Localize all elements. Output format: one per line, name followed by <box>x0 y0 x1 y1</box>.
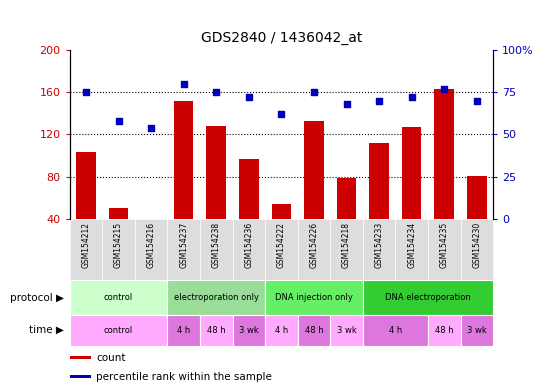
Bar <box>369 143 389 219</box>
Bar <box>297 315 330 346</box>
Text: GSM154230: GSM154230 <box>472 222 481 268</box>
Text: GSM154237: GSM154237 <box>179 222 188 268</box>
Bar <box>304 121 324 219</box>
Bar <box>135 219 167 280</box>
Text: GSM154236: GSM154236 <box>244 222 254 268</box>
Point <box>244 94 253 100</box>
Text: 3 wk: 3 wk <box>467 326 487 335</box>
Bar <box>102 219 135 280</box>
Text: 48 h: 48 h <box>435 326 453 335</box>
Text: GSM154234: GSM154234 <box>407 222 416 268</box>
Bar <box>233 219 265 280</box>
Text: GSM154212: GSM154212 <box>81 222 91 268</box>
Bar <box>70 219 102 280</box>
Bar <box>460 219 493 280</box>
Text: GSM154235: GSM154235 <box>440 222 449 268</box>
Text: GSM154218: GSM154218 <box>342 222 351 268</box>
Bar <box>76 152 96 219</box>
Text: 48 h: 48 h <box>304 326 323 335</box>
Bar <box>330 219 363 280</box>
Text: GSM154216: GSM154216 <box>147 222 155 268</box>
Point <box>440 86 449 92</box>
Bar <box>297 219 330 280</box>
Bar <box>265 280 363 315</box>
Bar <box>467 175 487 219</box>
Point <box>147 124 155 131</box>
Point <box>407 94 416 100</box>
Text: 4 h: 4 h <box>177 326 190 335</box>
Bar <box>265 315 297 346</box>
Bar <box>363 219 396 280</box>
Bar <box>460 315 493 346</box>
Bar <box>70 376 91 378</box>
Bar <box>174 101 193 219</box>
Bar <box>70 315 167 346</box>
Point <box>343 101 351 107</box>
Text: control: control <box>104 326 133 335</box>
Point <box>212 89 220 95</box>
Text: time ▶: time ▶ <box>29 325 64 335</box>
Title: GDS2840 / 1436042_at: GDS2840 / 1436042_at <box>200 31 362 45</box>
Bar <box>233 315 265 346</box>
Bar <box>363 315 428 346</box>
Bar <box>142 219 161 221</box>
Point <box>114 118 123 124</box>
Text: electroporation only: electroporation only <box>174 293 259 302</box>
Text: DNA electroporation: DNA electroporation <box>385 293 471 302</box>
Bar <box>272 204 291 219</box>
Point <box>277 111 286 117</box>
Bar <box>337 178 356 219</box>
Text: 4 h: 4 h <box>275 326 288 335</box>
Bar <box>428 219 460 280</box>
Text: GSM154226: GSM154226 <box>309 222 318 268</box>
Point <box>473 98 481 104</box>
Bar <box>239 159 258 219</box>
Point <box>81 89 90 95</box>
Bar <box>330 315 363 346</box>
Text: count: count <box>96 353 126 362</box>
Bar <box>402 127 421 219</box>
Text: 48 h: 48 h <box>207 326 226 335</box>
Bar <box>435 89 454 219</box>
Bar <box>70 356 91 359</box>
Text: 3 wk: 3 wk <box>337 326 356 335</box>
Bar <box>206 126 226 219</box>
Point <box>375 98 383 104</box>
Bar <box>200 315 233 346</box>
Text: percentile rank within the sample: percentile rank within the sample <box>96 372 272 382</box>
Bar <box>167 280 265 315</box>
Bar <box>396 219 428 280</box>
Text: 3 wk: 3 wk <box>239 326 259 335</box>
Text: 4 h: 4 h <box>389 326 402 335</box>
Bar <box>167 219 200 280</box>
Text: control: control <box>104 293 133 302</box>
Bar <box>70 280 167 315</box>
Bar <box>265 219 297 280</box>
Text: GSM154215: GSM154215 <box>114 222 123 268</box>
Text: DNA injection only: DNA injection only <box>275 293 353 302</box>
Text: GSM154233: GSM154233 <box>375 222 384 268</box>
Bar <box>200 219 233 280</box>
Point <box>310 89 318 95</box>
Bar <box>109 208 128 219</box>
Bar <box>363 280 493 315</box>
Bar <box>428 315 460 346</box>
Point <box>180 81 188 87</box>
Text: protocol ▶: protocol ▶ <box>10 293 64 303</box>
Text: GSM154222: GSM154222 <box>277 222 286 268</box>
Text: GSM154238: GSM154238 <box>212 222 221 268</box>
Bar <box>167 315 200 346</box>
